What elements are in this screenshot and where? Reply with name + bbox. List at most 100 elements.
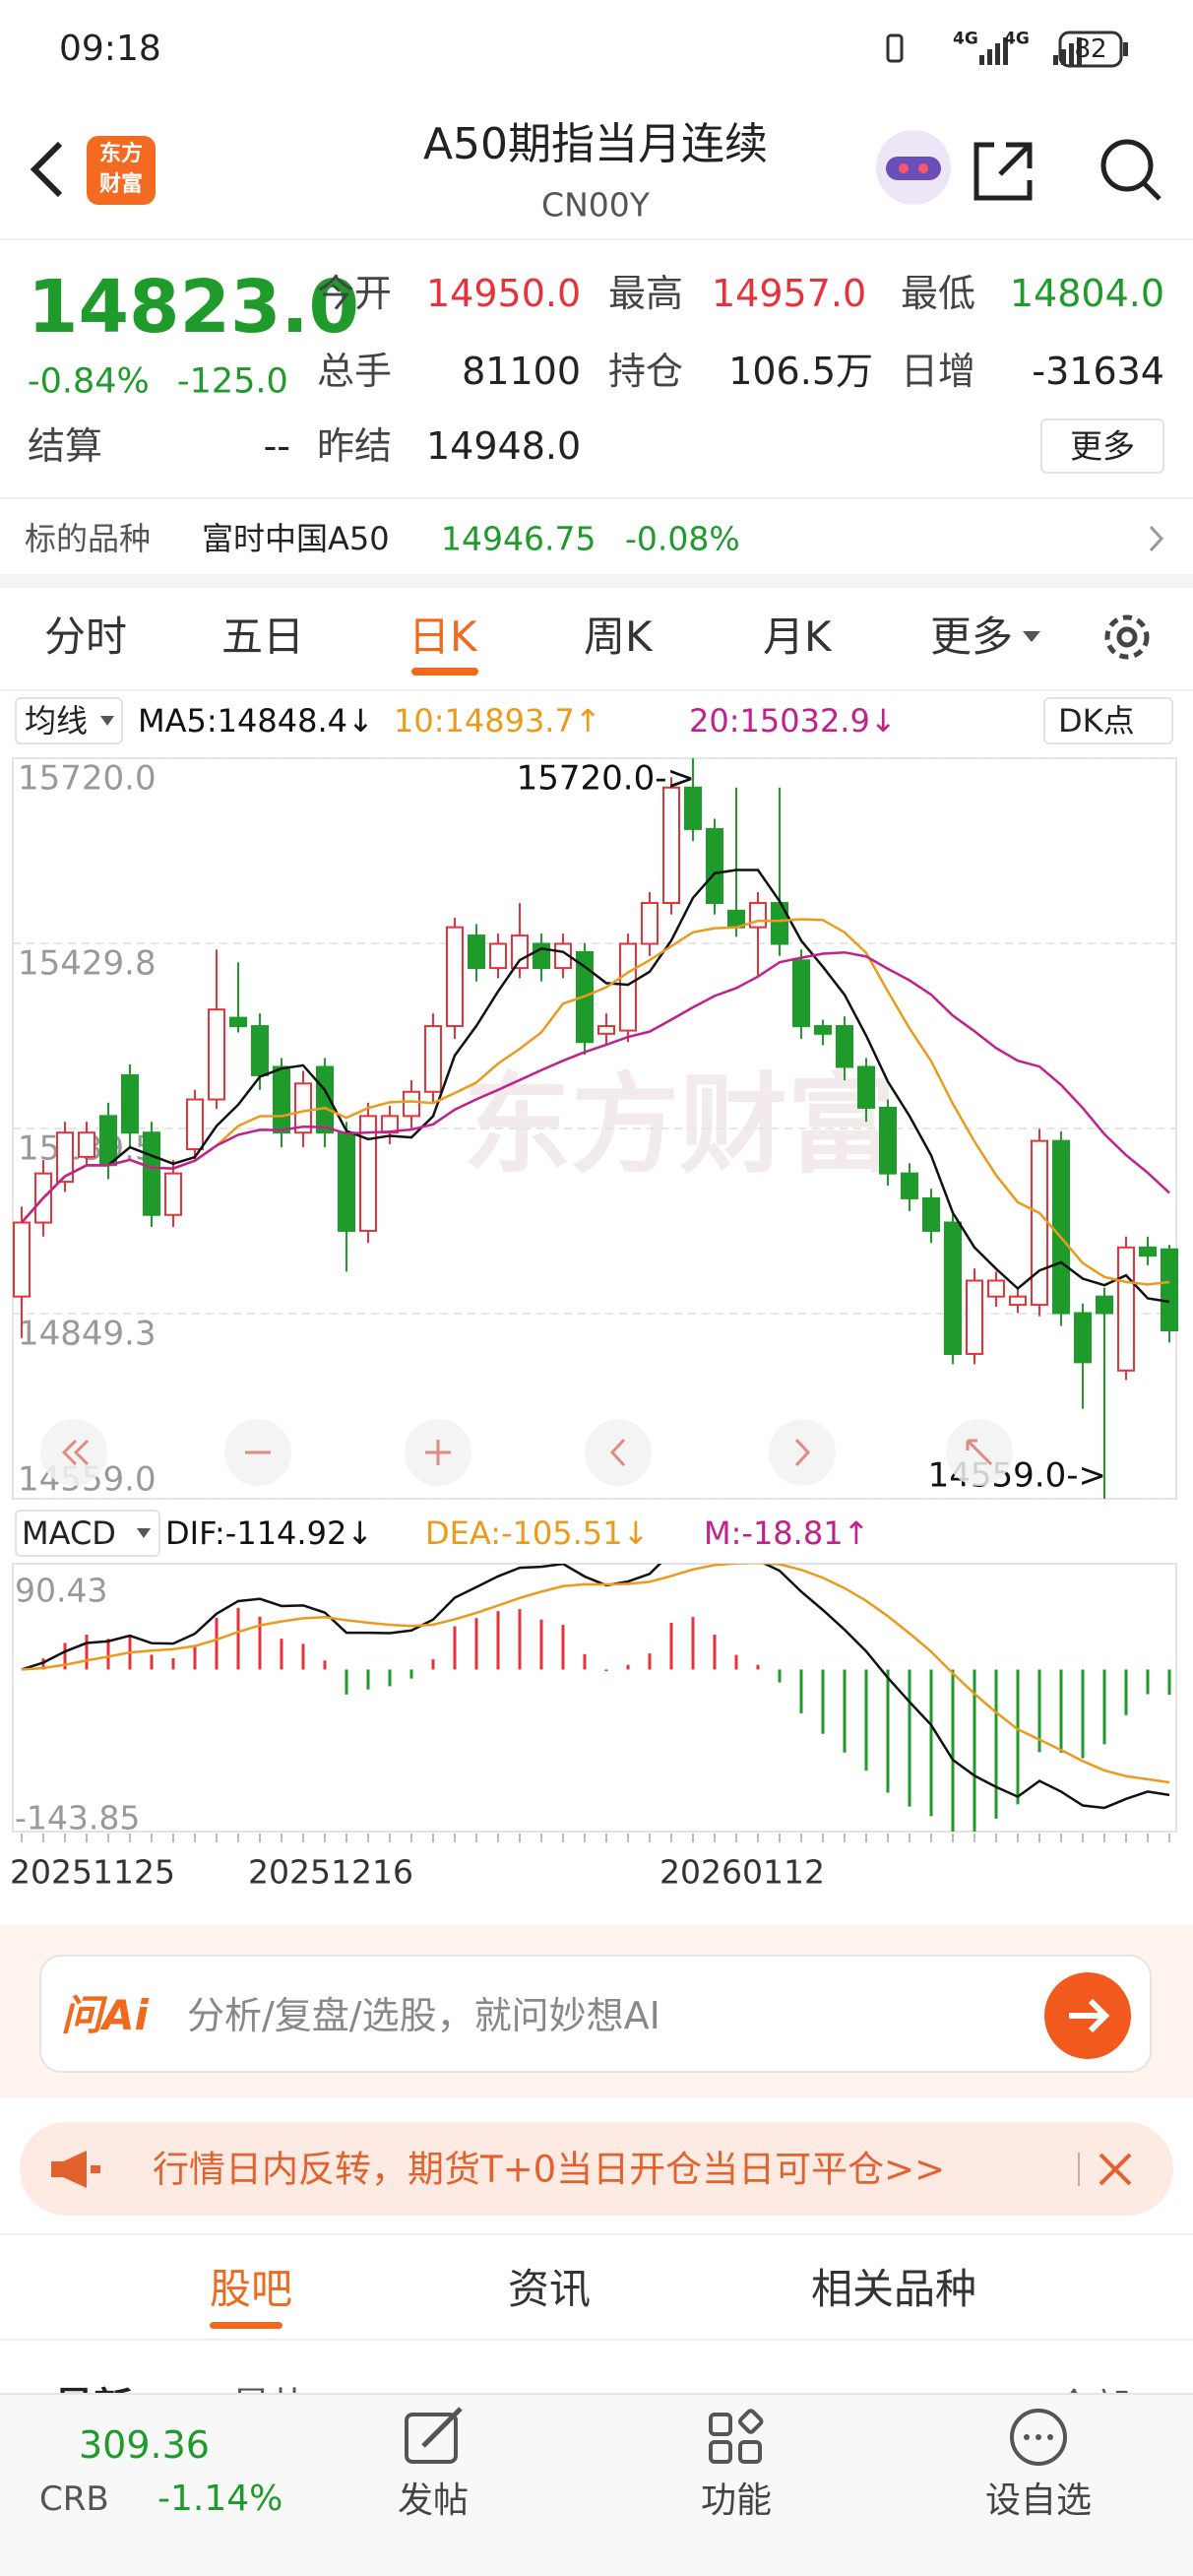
chart-control [224, 1419, 291, 1486]
period-tab[interactable]: 五日 [221, 612, 305, 661]
network-label: 4G [1004, 29, 1030, 49]
ma-button[interactable] [15, 697, 123, 744]
network-label: 4G [953, 29, 978, 49]
candle-body [879, 1106, 897, 1175]
field-label: 今开 [317, 272, 393, 315]
candle-body [533, 942, 550, 970]
community-tab[interactable]: 相关品种 [810, 2265, 977, 2313]
status-time: 09:18 [59, 29, 161, 69]
index-price[interactable]: 309.36 [79, 2423, 210, 2467]
candle-body [944, 1221, 962, 1355]
period-tab-active[interactable]: 日K [408, 612, 477, 661]
chart-control [946, 1419, 1013, 1486]
candle-body [381, 1115, 399, 1134]
action-label[interactable]: 功能 [700, 2480, 773, 2521]
close-banner[interactable] [1073, 2147, 1142, 2192]
candle-body [186, 1098, 204, 1151]
tab-underline [210, 2322, 283, 2329]
candle-body [208, 1008, 225, 1101]
candle-body [597, 1025, 615, 1035]
y-tick-label: 15720.0 [18, 759, 157, 799]
settings-icon[interactable] [1098, 608, 1157, 667]
ma-button-label[interactable]: 均线 [25, 702, 89, 740]
candle-body [273, 1065, 290, 1134]
ai-logo: 问Ai [61, 1991, 149, 2039]
candle-body [1139, 1246, 1157, 1257]
candle-body [922, 1196, 940, 1232]
index-name[interactable]: CRB [39, 2479, 109, 2519]
plot-frame [12, 757, 1177, 1500]
candle-body [403, 1090, 420, 1118]
macd-button-label[interactable]: MACD [22, 1514, 116, 1552]
candle-body [34, 1172, 52, 1224]
extreme-label: 14559.0-> [928, 1456, 1106, 1496]
index-change[interactable]: -1.14% [157, 2479, 283, 2519]
divider [0, 238, 1193, 240]
candle-body [56, 1131, 74, 1184]
candle-body [1117, 1246, 1135, 1372]
period-tab[interactable]: 周K [584, 612, 653, 661]
chart-control [405, 1419, 471, 1486]
tab-underline [411, 668, 478, 676]
candle-body [814, 1025, 832, 1035]
battery-level: 82 [1074, 34, 1107, 64]
chart-control [769, 1419, 836, 1486]
candle-body [901, 1172, 918, 1199]
more-button-label[interactable]: 更多 [1070, 426, 1135, 466]
chevron[interactable] [1147, 524, 1166, 553]
underlying-change: -0.08% [625, 519, 740, 558]
dk-button[interactable] [1043, 697, 1173, 744]
more-button[interactable] [1040, 419, 1164, 474]
chart-control-icon [61, 1439, 90, 1466]
candle-body [121, 1073, 139, 1134]
period-tab[interactable]: 更多 [930, 612, 1014, 661]
candle-body [792, 959, 810, 1028]
ma-line [21, 869, 1170, 1304]
candle-body [619, 942, 637, 1032]
dif-line [21, 1564, 1170, 1810]
x-tick-label: 20251216 [248, 1853, 413, 1892]
action-label[interactable]: 发帖 [397, 2480, 470, 2521]
watermark: 东方财富 [463, 1062, 896, 1188]
period-tab[interactable]: 分时 [44, 612, 128, 661]
field-value: 81100 [462, 350, 581, 393]
community-tab[interactable]: 资讯 [507, 2265, 592, 2313]
field-value: 14948.0 [426, 424, 582, 468]
y-tick-label: 15429.8 [18, 943, 157, 983]
candle-body [727, 909, 745, 929]
candle-body [164, 1172, 182, 1216]
chart-control-icon [794, 1438, 811, 1467]
dk-button-label[interactable]: DK点 [1058, 702, 1135, 740]
field-value: 106.5万 [728, 350, 873, 393]
field-value: -- [263, 424, 290, 468]
header-icons [876, 130, 1162, 205]
field-label: 持仓 [608, 350, 684, 393]
field-value: 14950.0 [426, 272, 582, 315]
megaphone-icon [51, 2151, 100, 2188]
candle-body [13, 1221, 31, 1298]
candle-body [446, 926, 464, 1028]
field-label: 昨结 [317, 424, 393, 468]
ma-label: 20:15032.9↓ [689, 702, 897, 740]
action-label[interactable]: 设自选 [984, 2480, 1093, 2521]
macd-button[interactable] [15, 1510, 160, 1557]
action-icons [405, 2407, 1067, 2466]
divider [0, 497, 1193, 499]
back-button[interactable] [25, 138, 74, 201]
period-tab[interactable]: 月K [763, 612, 832, 661]
notice-banner[interactable] [20, 2122, 1173, 2216]
candle-body [987, 1279, 1005, 1298]
ai-input[interactable] [39, 1955, 1152, 2073]
ai-placeholder[interactable]: 分析/复盘/选股，就问妙想AI [187, 1994, 660, 2037]
macd-frame [12, 1563, 1177, 1833]
community-tab-active[interactable]: 股吧 [209, 2265, 293, 2313]
ai-send-button[interactable] [1041, 1969, 1134, 2062]
candle-body [554, 942, 572, 970]
candle-body [749, 902, 767, 929]
dropdown-arrow [100, 716, 114, 726]
divider [0, 2233, 1193, 2235]
y-tick-label: 14559.0 [18, 1460, 157, 1500]
y-tick-label: 15139.5 [18, 1129, 157, 1169]
notice-text[interactable]: 行情日内反转，期货T+0当日开仓当日可平仓>> [153, 2148, 946, 2191]
macd-tick-label: 90.43 [15, 1572, 107, 1610]
